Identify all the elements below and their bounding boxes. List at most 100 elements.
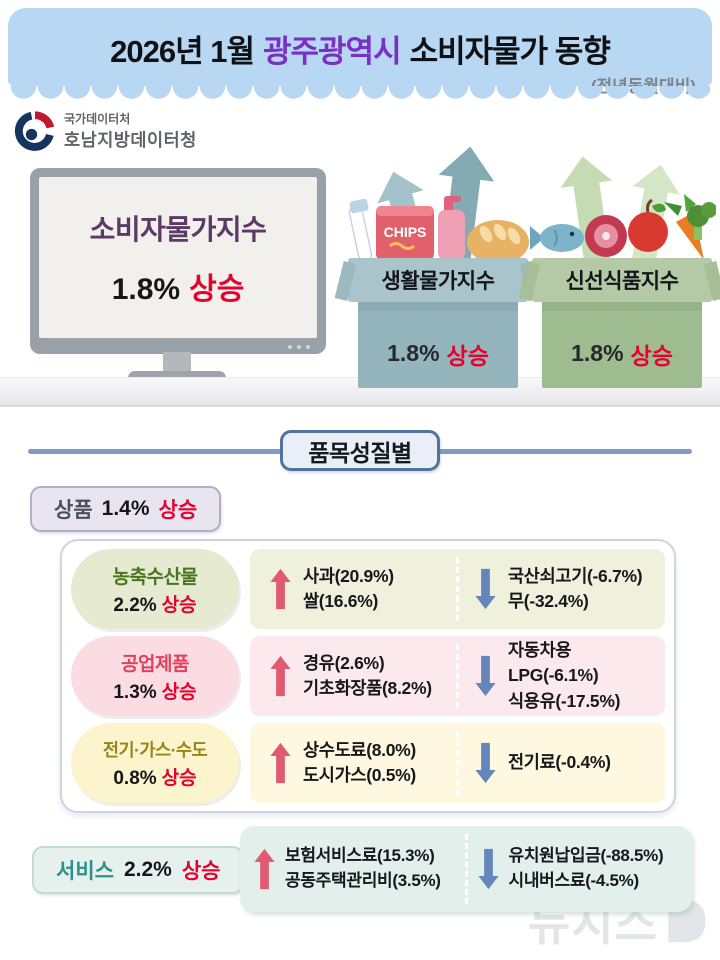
row-utilities: 전기·가스·수도 0.8% 상승 상수도료(8.0%) 도시가스(0.5%) 전기 <box>71 723 665 803</box>
service-label: 서비스 <box>56 860 114 883</box>
service-direction: 상승 <box>181 860 221 883</box>
arrow-down-icon <box>475 655 496 697</box>
category-change: 1.3% 상승 <box>113 681 197 703</box>
living-price-box-body: 1.8% 상승 <box>358 301 518 388</box>
rising-item-list: 경유(2.6%) 기초화장품(8.2%) <box>303 651 432 702</box>
category-name: 전기·가스·수도 <box>102 739 208 760</box>
service-percent: 2.2% <box>123 858 172 881</box>
rising-item: 보험서비스료(15.3%) <box>285 846 435 866</box>
fresh-food-box-body: 1.8% 상승 <box>542 301 702 388</box>
svg-text:CHIPS: CHIPS <box>384 224 427 240</box>
rising-item: 상수도료(8.0%) <box>303 739 416 760</box>
falling-item-list: 유치원납입금(-88.5%) 시내버스료(-4.5%) <box>509 844 664 893</box>
org-logo: 국가데이터처 호남지방데이터청 <box>14 110 197 152</box>
rising-items: 사과(20.9%) 쌀(16.6%) <box>254 557 456 621</box>
category-name: 공업제품 <box>121 653 189 675</box>
falling-item-list: 국산쇠고기(-6.7%) 무(-32.4%) <box>508 564 643 615</box>
arrow-up-icon <box>270 742 291 784</box>
category-name: 농축수산물 <box>112 566 198 588</box>
monitor-screen: 소비자물가지수 1.8% 상승 <box>39 177 317 338</box>
falling-item-list: 자동차용LPG(-6.1%) 식용유(-17.5%) <box>508 638 661 714</box>
falling-item: 식용유(-17.5%) <box>508 690 621 711</box>
row-industrial: 공업제품 1.3% 상승 경유(2.6%) 기초화장품(8.2%) 자동차용LPG <box>71 636 665 716</box>
arrow-down-icon <box>477 848 499 890</box>
monitor-stand-neck <box>163 352 191 375</box>
carrot-icon <box>664 194 704 260</box>
fresh-food-box-lid: 신선식품지수 <box>532 258 712 302</box>
title-prefix: 2026년 1월 <box>110 34 255 69</box>
org-name-small: 국가데이터처 <box>64 112 131 126</box>
apple-icon <box>628 198 668 252</box>
monitor-illustration: 소비자물가지수 1.8% 상승 <box>30 168 326 354</box>
rising-items: 상수도료(8.0%) 도시가스(0.5%) <box>254 731 456 795</box>
rising-item: 경유(2.6%) <box>303 652 385 673</box>
section-title-badge: 품목성질별 <box>280 430 440 471</box>
fresh-food-percent: 1.8% <box>571 340 624 366</box>
arrow-down-icon <box>475 742 496 784</box>
title-region: 광주광역시 <box>262 34 402 69</box>
detail-panel: 경유(2.6%) 기초화장품(8.2%) 자동차용LPG(-6.1%) 식용유(… <box>250 636 665 716</box>
rising-item: 쌀(16.6%) <box>303 591 378 611</box>
fresh-food-illustration <box>530 194 716 260</box>
cpi-title: 소비자물가지수 <box>89 213 267 245</box>
living-price-label: 생활물가지수 <box>381 270 495 293</box>
service-detail-panel: 보험서비스료(15.3%) 공동주택관리비(3.5%) 유치원납입금(-88.5… <box>240 826 692 912</box>
toothbrush-icon <box>348 198 373 263</box>
falling-item: 전기료(-0.4%) <box>508 752 611 773</box>
rising-item-list: 보험서비스료(15.3%) 공동주택관리비(3.5%) <box>285 844 441 893</box>
broccoli-icon <box>687 202 716 240</box>
falling-items: 유치원납입금(-88.5%) 시내버스료(-4.5%) <box>464 834 689 904</box>
rising-item-list: 상수도료(8.0%) 도시가스(0.5%) <box>303 738 416 789</box>
falling-item: 무(-32.4%) <box>508 591 589 611</box>
rising-item: 기초화장품(8.2%) <box>303 678 432 698</box>
falling-item: 시내버스료(-4.5%) <box>508 871 640 890</box>
falling-items: 국산쇠고기(-6.7%) 무(-32.4%) <box>456 557 661 621</box>
category-pill-industrial: 공업제품 1.3% 상승 <box>71 636 239 716</box>
org-name-large: 호남지방데이터청 <box>64 130 197 150</box>
category-change: 0.8% 상승 <box>113 767 197 789</box>
category-change: 2.2% 상승 <box>113 594 197 616</box>
rising-items: 보험서비스료(15.3%) 공동주택관리비(3.5%) <box>244 834 465 904</box>
rising-item: 사과(20.9%) <box>303 565 394 586</box>
goods-detail-card: 농축수산물 2.2% 상승 사과(20.9%) 쌀(16.6%) 국산쇠고기(-6 <box>60 539 676 813</box>
org-name: 국가데이터처 호남지방데이터청 <box>64 110 197 152</box>
page-title: 2026년 1월 광주광역시 소비자물가 동향 <box>8 26 712 71</box>
arrow-up-icon <box>254 848 275 890</box>
monitor-dots-decoration <box>288 345 310 349</box>
cpi-value: 1.8% 상승 <box>112 264 245 308</box>
goods-direction: 상승 <box>158 499 198 522</box>
title-suffix: 소비자물가 동향 <box>409 34 611 69</box>
groceries-illustration: CHIPS <box>348 196 529 264</box>
arrow-up-icon <box>270 568 291 610</box>
falling-item: 국산쇠고기(-6.7%) <box>508 565 643 586</box>
falling-item: 유치원납입금(-88.5%) <box>508 846 664 866</box>
service-summary-badge: 서비스 2.2% 상승 <box>32 846 245 894</box>
row-agriculture: 농축수산물 2.2% 상승 사과(20.9%) 쌀(16.6%) 국산쇠고기(-6 <box>71 549 665 629</box>
lotion-bottle-icon <box>438 196 465 260</box>
arrow-up-icon <box>270 655 291 697</box>
fresh-food-label: 신선식품지수 <box>565 270 679 293</box>
falling-item: 자동차용LPG(-6.1%) <box>508 639 599 686</box>
cpi-direction: 상승 <box>189 272 245 306</box>
category-pill-agriculture: 농축수산물 2.2% 상승 <box>71 549 239 629</box>
goods-summary-badge: 상품 1.4% 상승 <box>30 486 222 532</box>
scallop-edge-decoration <box>10 86 710 99</box>
detail-panel: 상수도료(8.0%) 도시가스(0.5%) 전기료(-0.4%) <box>250 723 665 803</box>
goods-label: 상품 <box>54 499 93 522</box>
living-price-percent: 1.8% <box>387 340 440 366</box>
detail-panel: 사과(20.9%) 쌀(16.6%) 국산쇠고기(-6.7%) 무(-32.4%… <box>250 549 665 629</box>
rising-item: 도시가스(0.5%) <box>303 765 416 785</box>
bread-icon <box>467 220 529 264</box>
fresh-food-direction: 상승 <box>630 342 673 369</box>
rising-item-list: 사과(20.9%) 쌀(16.6%) <box>303 564 394 615</box>
rising-item: 공동주택관리비(3.5%) <box>285 871 441 890</box>
living-price-direction: 상승 <box>446 342 489 369</box>
meat-icon <box>585 215 627 257</box>
falling-item-list: 전기료(-0.4%) <box>508 750 611 775</box>
rising-items: 경유(2.6%) 기초화장품(8.2%) <box>254 644 456 708</box>
falling-items: 자동차용LPG(-6.1%) 식용유(-17.5%) <box>456 640 661 711</box>
falling-items: 전기료(-0.4%) <box>456 731 661 795</box>
arrow-down-icon <box>475 568 496 610</box>
